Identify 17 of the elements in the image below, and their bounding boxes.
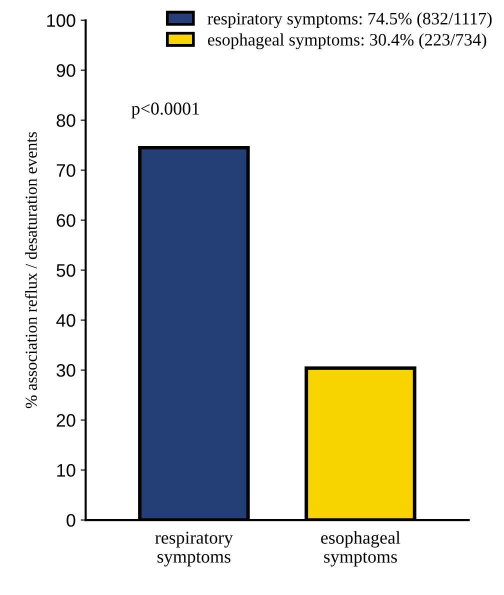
y-tick-label: 100 — [47, 14, 76, 27]
legend-label: esophageal symptoms: 30.4% (223/734) — [208, 33, 486, 50]
y-tick-label: 20 — [56, 414, 76, 427]
y-tick-label: 70 — [56, 164, 76, 177]
y-axis-title: % association reflux / desaturation events — [24, 132, 37, 408]
y-tick-label: 60 — [56, 214, 76, 227]
x-tick-label: respiratory symptoms — [155, 532, 233, 566]
y-tick-label: 50 — [56, 264, 76, 277]
annotation: p<0.0001 — [132, 102, 200, 118]
y-tick-label: 30 — [56, 364, 76, 377]
y-tick-label: 0 — [66, 514, 76, 527]
y-tick-label: 40 — [56, 314, 76, 327]
x-tick-label: esophageal symptoms — [321, 531, 400, 566]
y-tick-label: 90 — [56, 64, 76, 77]
y-tick-label: 80 — [56, 114, 76, 127]
legend-label: respiratory symptoms: 74.5% (832/1117) — [208, 12, 492, 28]
y-tick-label: 10 — [57, 464, 76, 477]
